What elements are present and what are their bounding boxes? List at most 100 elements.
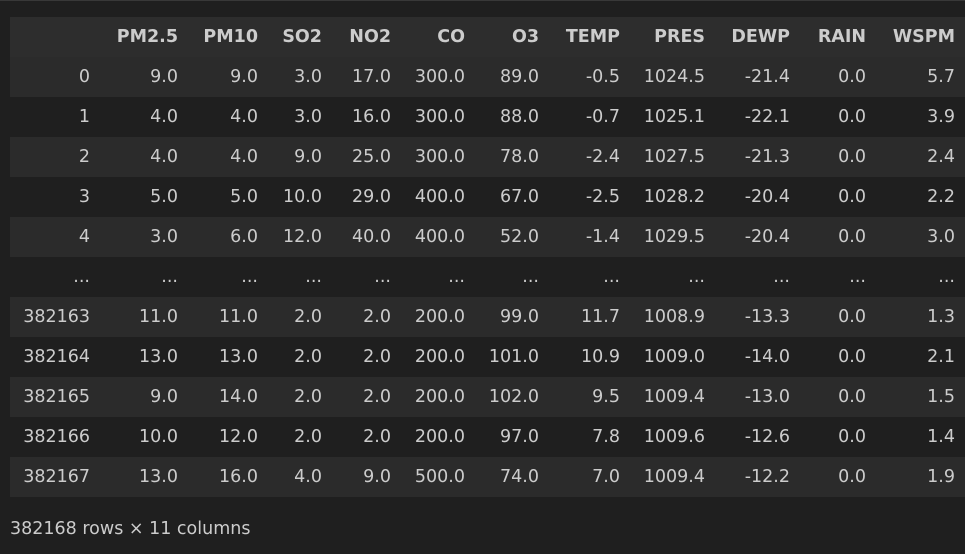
row-index: 382167 (10, 457, 100, 497)
table-cell: 500.0 (401, 457, 475, 497)
table-cell: 1009.6 (630, 417, 715, 457)
table-row: 382166 10.0 12.0 2.0 2.0 200.0 97.0 7.8 1009.6 -1… (10, 417, 965, 457)
table-row: 382164 13.0 13.0 2.0 2.0 200.0 101.0 10.9 1009.0… (10, 337, 965, 377)
table-cell: ... (475, 257, 549, 297)
table-cell: -13.3 (715, 297, 800, 337)
row-index: 0 (10, 57, 100, 97)
column-header: NO2 (332, 17, 401, 57)
table-row: 382167 13.0 16.0 4.0 9.0 500.0 74.0 7.0 1009.4 -1… (10, 457, 965, 497)
table-cell: ... (100, 257, 188, 297)
table-cell: 1029.5 (630, 217, 715, 257)
table-cell: 3.0 (268, 57, 332, 97)
table-cell: 3.0 (876, 217, 965, 257)
table-cell: 1.5 (876, 377, 965, 417)
table-cell: 12.0 (188, 417, 268, 457)
table-cell: 6.0 (188, 217, 268, 257)
table-cell: ... (630, 257, 715, 297)
column-header: PM10 (188, 17, 268, 57)
table-cell: 67.0 (475, 177, 549, 217)
table-cell: 9.5 (549, 377, 630, 417)
table-cell: ... (188, 257, 268, 297)
table-cell: 200.0 (401, 417, 475, 457)
table-cell: 11.0 (188, 297, 268, 337)
table-cell: 2.0 (332, 337, 401, 377)
cell-top-border (0, 0, 965, 1)
table-cell: -12.6 (715, 417, 800, 457)
table-cell: -21.3 (715, 137, 800, 177)
table-cell: 14.0 (188, 377, 268, 417)
table-cell: 300.0 (401, 137, 475, 177)
row-index: 382165 (10, 377, 100, 417)
table-cell: -22.1 (715, 97, 800, 137)
table-cell: 17.0 (332, 57, 401, 97)
table-cell: 88.0 (475, 97, 549, 137)
table-cell: 78.0 (475, 137, 549, 177)
table-body: 0 9.0 9.0 3.0 17.0 300.0 89.0 -0.5 1024.5 -21.4 0.… (10, 57, 965, 497)
table-cell: ... (715, 257, 800, 297)
table-cell: 0.0 (800, 57, 876, 97)
table-cell: 13.0 (100, 457, 188, 497)
table-cell: 1.9 (876, 457, 965, 497)
table-cell: 7.8 (549, 417, 630, 457)
table-row: .................................... (10, 257, 965, 297)
row-index: 1 (10, 97, 100, 137)
table-header-row: PM2.5 PM10 SO2 NO2 CO O3 TEMP PRES DEWP RAIN WSPM (10, 17, 965, 57)
table-row: 4 3.0 6.0 12.0 40.0 400.0 52.0 -1.4 1029.5 -20.4 0… (10, 217, 965, 257)
table-cell: 1.4 (876, 417, 965, 457)
table-cell: 0.0 (800, 217, 876, 257)
table-cell: 11.0 (100, 297, 188, 337)
table-cell: 9.0 (188, 57, 268, 97)
table-cell: 200.0 (401, 297, 475, 337)
table-row: 2 4.0 4.0 9.0 25.0 300.0 78.0 -2.4 1027.5 -21.3 0.… (10, 137, 965, 177)
table-cell: 300.0 (401, 57, 475, 97)
row-index: ... (10, 257, 100, 297)
table-cell: 9.0 (268, 137, 332, 177)
table-cell: ... (549, 257, 630, 297)
table-cell: 99.0 (475, 297, 549, 337)
table-cell: 25.0 (332, 137, 401, 177)
table-row: 0 9.0 9.0 3.0 17.0 300.0 89.0 -0.5 1024.5 -21.4 0.… (10, 57, 965, 97)
table-cell: -13.0 (715, 377, 800, 417)
table-cell: 3.9 (876, 97, 965, 137)
table-cell: 29.0 (332, 177, 401, 217)
row-index: 382164 (10, 337, 100, 377)
row-index: 3 (10, 177, 100, 217)
table-cell: ... (800, 257, 876, 297)
table-cell: 12.0 (268, 217, 332, 257)
table-cell: 102.0 (475, 377, 549, 417)
table-cell: 10.0 (100, 417, 188, 457)
row-index: 2 (10, 137, 100, 177)
table-cell: 1025.1 (630, 97, 715, 137)
table-cell: 200.0 (401, 377, 475, 417)
table-cell: 2.0 (332, 297, 401, 337)
table-cell: 4.0 (188, 137, 268, 177)
column-header: PRES (630, 17, 715, 57)
table-cell: 16.0 (188, 457, 268, 497)
table-cell: 0.0 (800, 137, 876, 177)
table-cell: 2.2 (876, 177, 965, 217)
table-cell: 2.0 (268, 377, 332, 417)
table-cell: -14.0 (715, 337, 800, 377)
table-cell: 200.0 (401, 337, 475, 377)
column-header: CO (401, 17, 475, 57)
table-cell: 7.0 (549, 457, 630, 497)
table-cell: 400.0 (401, 217, 475, 257)
table-cell: 2.0 (332, 417, 401, 457)
column-header: PM2.5 (100, 17, 188, 57)
index-header (10, 17, 100, 57)
table-cell: 13.0 (188, 337, 268, 377)
table-row: 382163 11.0 11.0 2.0 2.0 200.0 99.0 11.7 1008.9-… (10, 297, 965, 337)
dataframe-output: PM2.5 PM10 SO2 NO2 CO O3 TEMP PRES DEWP RAIN WSPM … (10, 17, 965, 497)
table-cell: 40.0 (332, 217, 401, 257)
row-index: 382166 (10, 417, 100, 457)
table-cell: 1009.4 (630, 457, 715, 497)
table-cell: 2.4 (876, 137, 965, 177)
table-cell: 9.0 (100, 377, 188, 417)
table-cell: -2.4 (549, 137, 630, 177)
table-cell: 10.9 (549, 337, 630, 377)
table-cell: 2.0 (268, 297, 332, 337)
dataframe-table: PM2.5 PM10 SO2 NO2 CO O3 TEMP PRES DEWP RAIN WSPM … (10, 17, 965, 497)
column-header: WSPM (876, 17, 965, 57)
row-index: 382163 (10, 297, 100, 337)
table-cell: 0.0 (800, 417, 876, 457)
